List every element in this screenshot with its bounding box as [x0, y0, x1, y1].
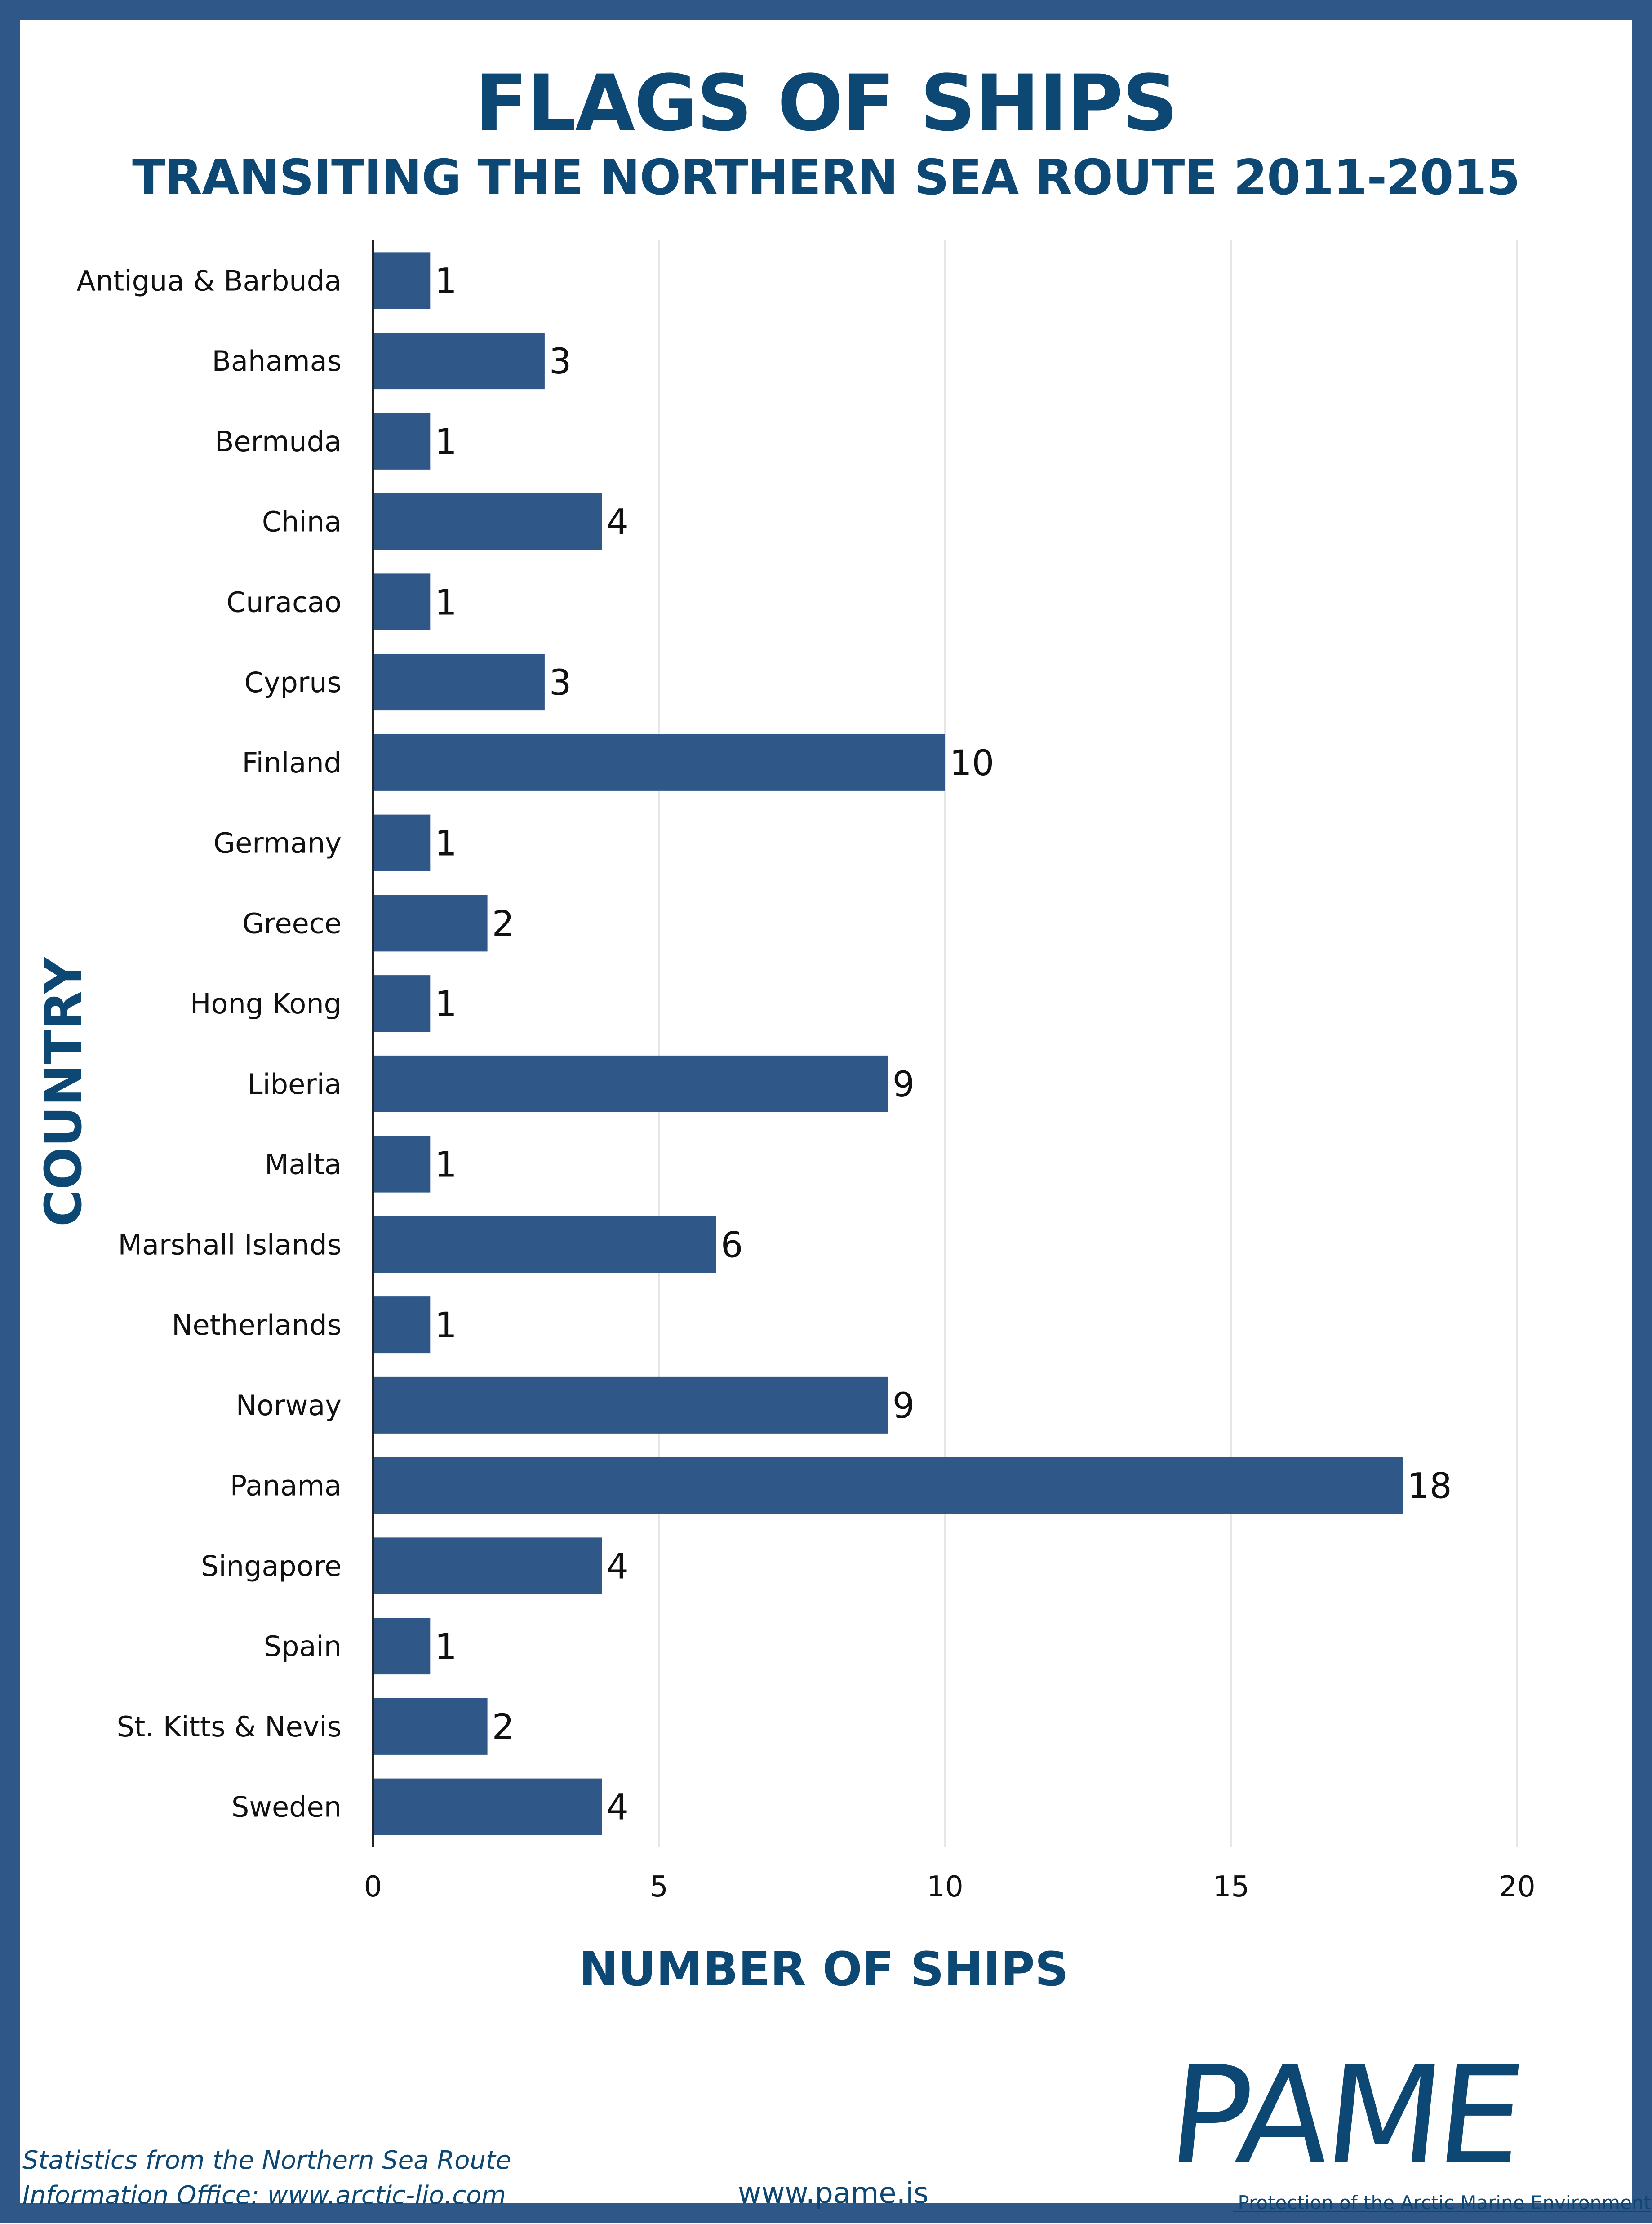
bar: [373, 1055, 888, 1112]
data-label: 6: [721, 1225, 743, 1265]
data-label: 1: [435, 422, 457, 462]
pame-logo: PAME Protection of the Arctic Marine Env…: [1143, 2038, 1651, 2224]
data-label: 9: [893, 1386, 915, 1426]
data-label: 2: [492, 1707, 515, 1748]
category-label: Malta: [265, 1148, 342, 1181]
category-label: Singapore: [201, 1549, 342, 1582]
y-axis-title: COUNTRY: [35, 956, 93, 1227]
chart-title: FLAGS OF SHIPS: [475, 58, 1178, 148]
source-note-line-1: Statistics from the Northern Sea Route: [22, 2146, 511, 2175]
bar: [373, 1216, 716, 1273]
data-label: 1: [435, 824, 457, 864]
x-tick-label: 0: [364, 1870, 382, 1904]
bar: [373, 1778, 602, 1835]
category-label: Netherlands: [172, 1309, 342, 1341]
pame-tagline: Protection of the Arctic Marine Environm…: [1238, 2192, 1651, 2214]
category-label: Greece: [242, 907, 342, 940]
bar: [373, 975, 431, 1032]
data-label: 1: [435, 984, 457, 1025]
data-label: 10: [950, 743, 994, 784]
logo-underline: [1233, 2211, 1651, 2212]
chart-subtitle: TRANSITING THE NORTHERN SEA ROUTE 2011-2…: [132, 150, 1520, 206]
category-label: Sweden: [231, 1791, 342, 1824]
bar: [373, 573, 431, 630]
data-label: 1: [435, 1305, 457, 1346]
data-label: 4: [606, 1788, 629, 1828]
category-label: Hong Kong: [190, 987, 342, 1020]
category-label: Marshall Islands: [118, 1228, 342, 1261]
data-label: 9: [893, 1065, 915, 1105]
data-label: 18: [1407, 1466, 1452, 1507]
x-tick-label: 15: [1213, 1870, 1249, 1904]
bar: [373, 654, 545, 711]
data-label: 1: [435, 1145, 457, 1185]
bar: [373, 1136, 431, 1193]
bar: [373, 1376, 888, 1434]
category-label: Liberia: [247, 1068, 342, 1101]
data-label: 4: [606, 1546, 629, 1587]
category-label: Finland: [242, 746, 342, 779]
source-note: Statistics from the Northern Sea Route I…: [22, 2143, 607, 2213]
category-label: Bermuda: [215, 425, 342, 458]
category-label: Spain: [264, 1630, 342, 1663]
category-label: Antigua & Barbuda: [76, 264, 342, 297]
x-axis-title: NUMBER OF SHIPS: [579, 1942, 1068, 1997]
category-label: China: [262, 506, 342, 538]
data-label: 2: [492, 904, 515, 944]
bar: [373, 734, 945, 791]
bar: [373, 1457, 1403, 1514]
bar: [373, 1618, 431, 1675]
bar: [373, 814, 431, 871]
data-label: 3: [549, 342, 572, 382]
category-label: Curacao: [226, 586, 342, 618]
category-label: Bahamas: [212, 345, 342, 377]
data-label: 1: [435, 1627, 457, 1667]
data-label: 1: [435, 261, 457, 302]
data-label: 1: [435, 582, 457, 623]
category-label: St. Kitts & Nevis: [117, 1710, 342, 1743]
category-label: Germany: [213, 827, 342, 860]
x-tick-label: 5: [650, 1870, 668, 1904]
bar: [373, 895, 488, 952]
x-tick-label: 10: [927, 1870, 963, 1904]
category-label: Cyprus: [244, 666, 342, 699]
bar: [373, 1537, 602, 1594]
bar: [373, 333, 545, 390]
category-label: Norway: [236, 1389, 342, 1422]
bar: [373, 493, 602, 550]
data-label: 4: [606, 502, 629, 543]
x-tick-label: 20: [1499, 1870, 1535, 1904]
website-link[interactable]: www.pame.is: [737, 2177, 929, 2210]
category-label: Panama: [230, 1469, 342, 1502]
bar: [373, 1698, 488, 1755]
source-note-line-2: Information Office: www.arctic-lio.com: [22, 2181, 506, 2210]
bar: [373, 252, 431, 309]
data-label: 3: [549, 663, 572, 703]
bar: [373, 1296, 431, 1354]
bar: [373, 413, 431, 470]
